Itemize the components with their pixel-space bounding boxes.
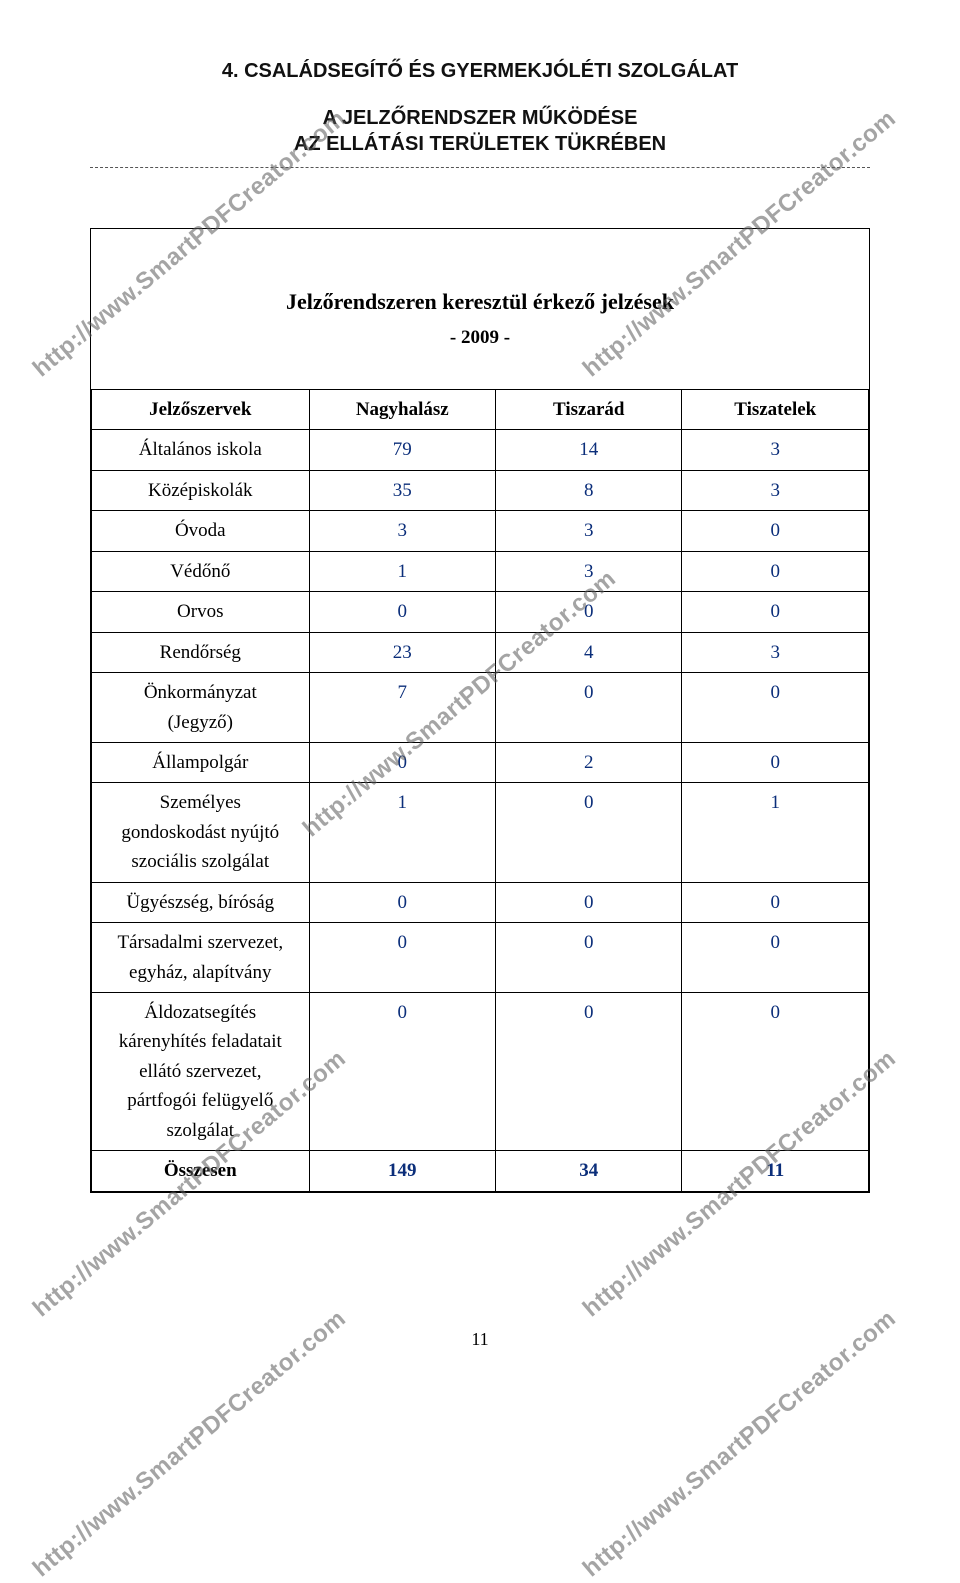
row-value: 79 bbox=[309, 430, 495, 470]
subheading: A JELZŐRENDSZER MŰKÖDÉSE AZ ELLÁTÁSI TER… bbox=[90, 105, 870, 163]
col-header-2: Tiszarád bbox=[496, 390, 682, 430]
row-label: Rendőrség bbox=[92, 632, 310, 672]
table-row: Rendőrség2343 bbox=[92, 632, 869, 672]
row-value: 0 bbox=[682, 511, 869, 551]
table-row: Általános iskola79143 bbox=[92, 430, 869, 470]
row-label: Összesen bbox=[92, 1151, 310, 1191]
row-value: 3 bbox=[496, 511, 682, 551]
row-value: 35 bbox=[309, 470, 495, 510]
dashed-divider bbox=[90, 167, 870, 168]
row-label: Orvos bbox=[92, 592, 310, 632]
page: 4. CSALÁDSEGÍTŐ ÉS GYERMEKJÓLÉTI SZOLGÁL… bbox=[0, 0, 960, 1395]
row-value: 0 bbox=[682, 551, 869, 591]
row-value: 2 bbox=[496, 742, 682, 782]
col-header-1: Nagyhalász bbox=[309, 390, 495, 430]
table-row: Orvos000 bbox=[92, 592, 869, 632]
row-value: 8 bbox=[496, 470, 682, 510]
col-header-3: Tiszatelek bbox=[682, 390, 869, 430]
row-value: 3 bbox=[496, 551, 682, 591]
row-value: 0 bbox=[309, 923, 495, 993]
row-value: 3 bbox=[309, 511, 495, 551]
row-value: 34 bbox=[496, 1151, 682, 1191]
row-value: 3 bbox=[682, 632, 869, 672]
subheading-line1: A JELZŐRENDSZER MŰKÖDÉSE bbox=[323, 107, 638, 129]
row-value: 0 bbox=[496, 882, 682, 922]
main-heading: 4. CSALÁDSEGÍTŐ ÉS GYERMEKJÓLÉTI SZOLGÁL… bbox=[90, 60, 870, 83]
row-value: 23 bbox=[309, 632, 495, 672]
table-row: Áldozatsegítéskárenyhítés feladataitellá… bbox=[92, 993, 869, 1151]
table-year: - 2009 - bbox=[91, 327, 869, 349]
row-label: Önkormányzat(Jegyző) bbox=[92, 673, 310, 743]
table-header-row: Jelzőszervek Nagyhalász Tiszarád Tiszate… bbox=[92, 390, 869, 430]
row-value: 0 bbox=[309, 882, 495, 922]
table-row: Társadalmi szervezet,egyház, alapítvány0… bbox=[92, 923, 869, 993]
row-value: 0 bbox=[309, 592, 495, 632]
subheading-line2: AZ ELLÁTÁSI TERÜLETEK TÜKRÉBEN bbox=[294, 133, 666, 155]
row-label: Társadalmi szervezet,egyház, alapítvány bbox=[92, 923, 310, 993]
row-value: 0 bbox=[682, 882, 869, 922]
row-value: 0 bbox=[496, 783, 682, 882]
table-container: Jelzőrendszeren keresztül érkező jelzése… bbox=[90, 228, 870, 1193]
table-head: Jelzőszervek Nagyhalász Tiszarád Tiszate… bbox=[92, 390, 869, 430]
table-row: Ügyészség, bíróság000 bbox=[92, 882, 869, 922]
row-value: 0 bbox=[682, 673, 869, 743]
table-row: Óvoda330 bbox=[92, 511, 869, 551]
table-total-row: Összesen1493411 bbox=[92, 1151, 869, 1191]
table-row: Védőnő130 bbox=[92, 551, 869, 591]
row-label: Általános iskola bbox=[92, 430, 310, 470]
row-value: 0 bbox=[682, 742, 869, 782]
row-value: 0 bbox=[496, 923, 682, 993]
table-row: Személyesgondoskodást nyújtószociális sz… bbox=[92, 783, 869, 882]
row-value: 0 bbox=[309, 993, 495, 1151]
row-value: 0 bbox=[682, 592, 869, 632]
row-value: 7 bbox=[309, 673, 495, 743]
row-label: Óvoda bbox=[92, 511, 310, 551]
row-label: Ügyészség, bíróság bbox=[92, 882, 310, 922]
row-value: 0 bbox=[496, 673, 682, 743]
page-number: 11 bbox=[0, 1329, 960, 1350]
row-value: 0 bbox=[682, 993, 869, 1151]
row-value: 11 bbox=[682, 1151, 869, 1191]
row-value: 3 bbox=[682, 430, 869, 470]
row-value: 1 bbox=[682, 783, 869, 882]
table-row: Középiskolák3583 bbox=[92, 470, 869, 510]
row-label: Személyesgondoskodást nyújtószociális sz… bbox=[92, 783, 310, 882]
table-body: Általános iskola79143Középiskolák3583Óvo… bbox=[92, 430, 869, 1191]
row-label: Állampolgár bbox=[92, 742, 310, 782]
table-row: Állampolgár020 bbox=[92, 742, 869, 782]
row-value: 1 bbox=[309, 551, 495, 591]
row-value: 0 bbox=[496, 993, 682, 1151]
row-label: Középiskolák bbox=[92, 470, 310, 510]
col-header-0: Jelzőszervek bbox=[92, 390, 310, 430]
row-value: 0 bbox=[496, 592, 682, 632]
row-label: Védőnő bbox=[92, 551, 310, 591]
table-title: Jelzőrendszeren keresztül érkező jelzése… bbox=[91, 289, 869, 315]
row-value: 14 bbox=[496, 430, 682, 470]
table-row: Önkormányzat(Jegyző)700 bbox=[92, 673, 869, 743]
row-value: 0 bbox=[309, 742, 495, 782]
row-value: 149 bbox=[309, 1151, 495, 1191]
row-value: 4 bbox=[496, 632, 682, 672]
row-value: 0 bbox=[682, 923, 869, 993]
data-table: Jelzőszervek Nagyhalász Tiszarád Tiszate… bbox=[91, 389, 869, 1192]
row-value: 1 bbox=[309, 783, 495, 882]
row-label: Áldozatsegítéskárenyhítés feladataitellá… bbox=[92, 993, 310, 1151]
row-value: 3 bbox=[682, 470, 869, 510]
